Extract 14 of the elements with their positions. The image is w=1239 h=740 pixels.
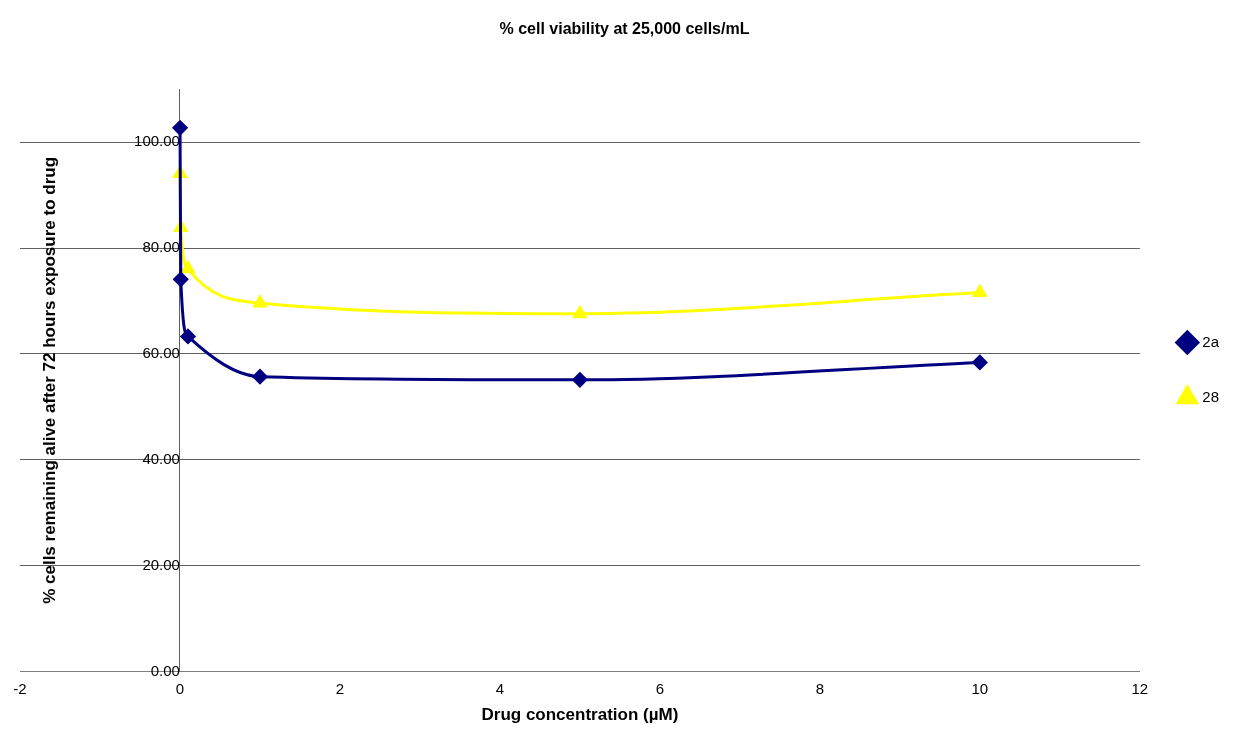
- y-axis-title: % cells remaining alive after 72 hours exposure to drug: [39, 156, 59, 604]
- x-axis-title: Drug concentration (µM): [481, 705, 679, 725]
- x-tick-label: 2: [335, 679, 345, 697]
- x-tick-label: -2: [13, 679, 27, 697]
- x-tick-label: 6: [655, 679, 665, 697]
- x-tick-label: 12: [1131, 679, 1149, 697]
- legend-label: 28: [1202, 387, 1219, 405]
- chart-title: % cell viability at 25,000 cells/mL: [499, 20, 750, 38]
- x-tick-label: 10: [971, 679, 989, 697]
- x-tick-label: 4: [495, 679, 505, 697]
- x-tick-label: 0: [175, 679, 185, 697]
- y-tick-label: 0.00: [150, 661, 180, 679]
- x-tick-label: 8: [815, 679, 825, 697]
- legend-label: 2a: [1202, 332, 1220, 350]
